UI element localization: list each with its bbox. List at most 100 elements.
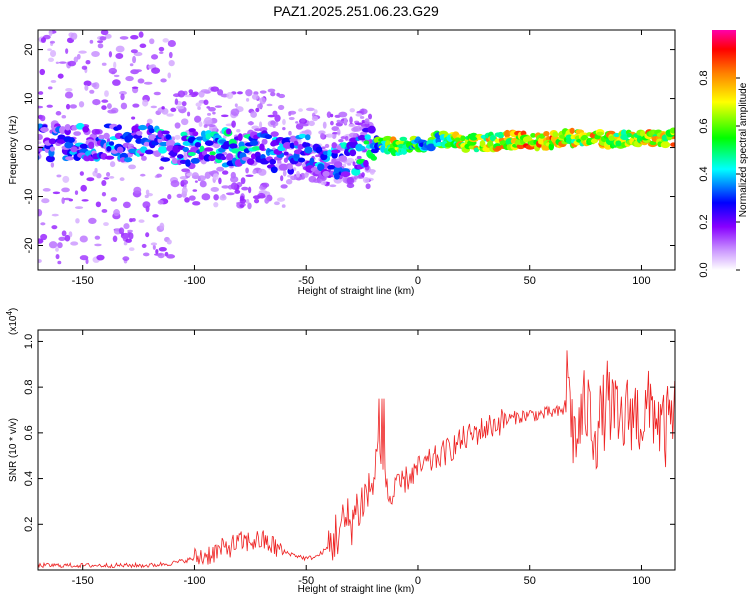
noise-blob bbox=[166, 254, 176, 259]
noise-blob bbox=[359, 116, 365, 119]
noise-blob bbox=[131, 116, 136, 120]
spectrogram-frame bbox=[37, 29, 676, 271]
ridge-blob bbox=[205, 133, 211, 140]
noise-blob bbox=[101, 180, 107, 186]
noise-blob bbox=[181, 186, 188, 195]
ridge-blob bbox=[225, 153, 234, 161]
noise-blob bbox=[304, 172, 309, 178]
noise-blob bbox=[352, 161, 356, 166]
ridge-blob bbox=[282, 141, 293, 149]
noise-blob bbox=[270, 120, 276, 126]
noise-blob bbox=[51, 225, 58, 230]
noise-blob bbox=[254, 128, 262, 132]
noise-blob bbox=[364, 118, 370, 125]
noise-blob bbox=[221, 185, 230, 189]
x-tick-label: -100 bbox=[183, 275, 205, 287]
noise-blob bbox=[322, 121, 327, 129]
noise-blob bbox=[139, 173, 146, 177]
ridge-blob bbox=[165, 134, 172, 140]
noise-blob bbox=[149, 38, 155, 45]
noise-blob bbox=[74, 190, 79, 195]
noise-blob bbox=[192, 189, 198, 192]
ridge-blob bbox=[669, 127, 675, 134]
noise-blob bbox=[63, 197, 72, 201]
noise-blob bbox=[354, 122, 363, 126]
noise-blob bbox=[301, 130, 310, 134]
ridge-blob bbox=[264, 134, 273, 139]
noise-blob bbox=[131, 218, 136, 222]
ridge-blob bbox=[322, 170, 330, 177]
noise-blob bbox=[65, 103, 71, 110]
noise-blob bbox=[285, 179, 293, 185]
noise-blob bbox=[180, 176, 186, 180]
ridge-blob bbox=[67, 137, 75, 143]
ridge-blob bbox=[123, 157, 133, 163]
y-tick-label: 0.8 bbox=[23, 379, 35, 394]
noise-blob bbox=[174, 98, 179, 105]
noise-blob bbox=[181, 118, 189, 126]
noise-blob bbox=[92, 98, 101, 106]
ridge-blob bbox=[297, 157, 306, 163]
y-tick-label: 1.0 bbox=[23, 334, 35, 349]
noise-blob bbox=[131, 86, 139, 89]
noise-blob bbox=[329, 184, 337, 188]
noise-blob bbox=[259, 90, 267, 94]
ridge-blob bbox=[269, 158, 277, 165]
noise-blob bbox=[38, 91, 44, 95]
noise-blob bbox=[110, 197, 118, 202]
noise-blob bbox=[130, 34, 139, 40]
noise-blob bbox=[133, 186, 142, 194]
noise-blob bbox=[301, 123, 309, 127]
noise-blob bbox=[52, 191, 61, 195]
noise-blob bbox=[191, 172, 199, 180]
noise-blob bbox=[361, 119, 366, 124]
noise-blob bbox=[61, 114, 67, 119]
noise-blob bbox=[245, 89, 253, 97]
noise-blob bbox=[104, 33, 112, 39]
noise-blob bbox=[130, 49, 138, 54]
noise-blob bbox=[183, 154, 188, 162]
noise-blob bbox=[46, 104, 53, 108]
noise-blob bbox=[208, 124, 216, 128]
ridge-blob bbox=[331, 149, 341, 154]
noise-blob bbox=[342, 163, 347, 168]
noise-blob bbox=[267, 88, 276, 93]
ridge-blob bbox=[320, 153, 328, 161]
ridge-blob bbox=[497, 131, 505, 139]
ridge-blob bbox=[182, 147, 190, 153]
noise-blob bbox=[57, 260, 62, 265]
noise-blob bbox=[257, 103, 263, 109]
ridge-blob bbox=[148, 128, 155, 134]
noise-blob bbox=[280, 184, 288, 189]
noise-blob bbox=[78, 50, 87, 54]
ridge-blob bbox=[331, 142, 338, 149]
spectrogram-x-ticks: -150 -100 -50 0 50 100 bbox=[72, 30, 651, 287]
noise-blob bbox=[288, 130, 292, 136]
ridge-blob bbox=[141, 155, 147, 161]
ridge-blob bbox=[298, 133, 307, 139]
ridge-blob bbox=[569, 127, 575, 134]
noise-blob bbox=[264, 197, 270, 204]
noise-blob bbox=[73, 56, 79, 63]
ridge-blob bbox=[192, 131, 199, 137]
noise-blob bbox=[120, 93, 125, 101]
noise-blob bbox=[361, 108, 365, 115]
ridge-blob bbox=[138, 124, 148, 131]
noise-blob bbox=[47, 57, 55, 62]
ridge-blob bbox=[64, 124, 71, 131]
noise-blob bbox=[91, 82, 97, 88]
y-tick-label: -20 bbox=[23, 238, 35, 254]
noise-blob bbox=[349, 108, 356, 113]
noise-blob bbox=[331, 126, 340, 132]
ridge-blob bbox=[88, 141, 95, 149]
noise-blob bbox=[288, 116, 295, 121]
noise-blob bbox=[85, 60, 91, 65]
noise-blob bbox=[326, 111, 332, 118]
noise-blob bbox=[108, 67, 118, 74]
noise-blob bbox=[325, 133, 334, 138]
snr-y-ticks: 0.2 0.4 0.6 0.8 1.0 bbox=[23, 334, 675, 532]
noise-blob bbox=[231, 120, 236, 128]
noise-blob bbox=[270, 131, 279, 137]
noise-blob bbox=[118, 227, 125, 235]
noise-blob bbox=[161, 106, 165, 110]
